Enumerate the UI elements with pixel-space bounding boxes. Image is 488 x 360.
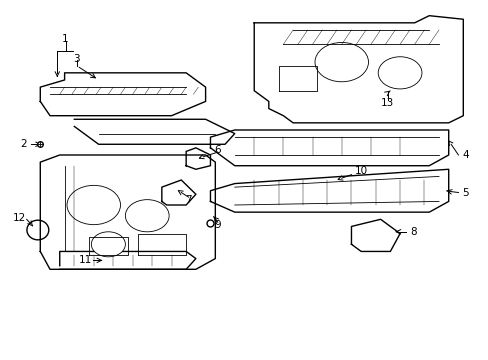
Polygon shape — [210, 169, 448, 212]
Polygon shape — [40, 155, 215, 269]
Text: 6: 6 — [214, 145, 221, 155]
Text: 1: 1 — [62, 34, 69, 44]
Circle shape — [91, 232, 125, 257]
Circle shape — [67, 185, 120, 225]
Text: 9: 9 — [214, 220, 221, 230]
Ellipse shape — [27, 220, 49, 240]
Polygon shape — [351, 219, 399, 251]
Text: 10: 10 — [354, 166, 367, 176]
Polygon shape — [162, 180, 196, 205]
Circle shape — [314, 42, 368, 82]
Text: 13: 13 — [381, 98, 394, 108]
Text: 12: 12 — [13, 212, 26, 222]
Text: 2: 2 — [20, 139, 26, 149]
Text: 7: 7 — [185, 195, 191, 204]
Polygon shape — [186, 148, 210, 169]
Text: 11: 11 — [78, 255, 91, 265]
Text: 8: 8 — [409, 227, 416, 237]
Polygon shape — [254, 16, 462, 123]
Circle shape — [125, 200, 169, 232]
Circle shape — [377, 57, 421, 89]
Text: 5: 5 — [462, 188, 468, 198]
Text: 4: 4 — [462, 150, 468, 160]
Polygon shape — [60, 251, 196, 269]
Polygon shape — [210, 130, 448, 166]
Text: 3: 3 — [73, 54, 80, 64]
